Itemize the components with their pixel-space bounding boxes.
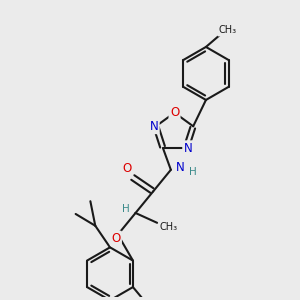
Text: H: H (122, 204, 130, 214)
Text: O: O (170, 106, 179, 119)
Text: N: N (149, 120, 158, 133)
Text: N: N (176, 161, 185, 174)
Text: O: O (122, 162, 131, 175)
Text: CH₃: CH₃ (218, 25, 237, 35)
Text: O: O (111, 232, 121, 245)
Text: H: H (189, 167, 196, 177)
Text: CH₃: CH₃ (160, 222, 178, 232)
Text: N: N (184, 142, 192, 155)
